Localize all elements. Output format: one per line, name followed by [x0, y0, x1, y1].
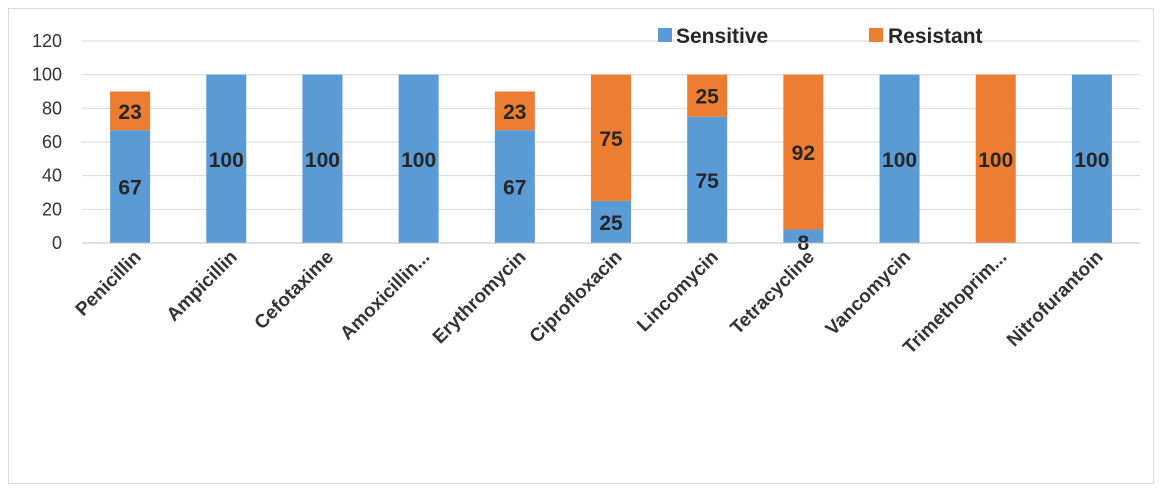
- y-tick-label: 120: [32, 31, 62, 51]
- y-tick-label: 40: [42, 166, 62, 186]
- x-category-label: Trimethoprim...: [899, 247, 1011, 359]
- x-category-label: Erythromycin: [429, 247, 530, 348]
- data-label-sensitive: 100: [401, 149, 436, 172]
- data-label-sensitive: 100: [209, 149, 244, 172]
- data-label-sensitive: 25: [599, 212, 623, 235]
- data-label-resistant: 23: [503, 101, 526, 124]
- bar-sensitive: [1071, 74, 1112, 244]
- y-tick-label: 0: [52, 233, 62, 253]
- bar-resistant: [783, 74, 824, 230]
- x-category-label: Lincomycin: [633, 247, 723, 337]
- data-label-resistant: 25: [696, 86, 720, 109]
- bar-sensitive: [398, 74, 439, 244]
- chart-frame: [8, 8, 1154, 484]
- x-category-label: Penicillin: [72, 247, 146, 321]
- x-category-label: Vancomycin: [822, 247, 915, 340]
- bar-sensitive: [110, 130, 151, 243]
- bar-resistant: [591, 74, 631, 201]
- data-label-resistant: 100: [978, 149, 1013, 172]
- y-tick-label: 60: [42, 132, 62, 152]
- x-category-label: Cefotaxime: [251, 247, 338, 334]
- bar-sensitive: [206, 74, 247, 244]
- x-category-label: Nitrofurantoin: [1003, 247, 1107, 351]
- data-label-sensitive: 100: [305, 149, 340, 172]
- bar-resistant: [975, 74, 1016, 244]
- x-category-label: Ampicillin: [163, 247, 242, 326]
- bar-sensitive: [494, 130, 535, 243]
- bar-sensitive: [879, 74, 920, 244]
- data-label-resistant: 92: [792, 142, 815, 165]
- data-label-resistant: 23: [118, 101, 141, 124]
- legend-label-resistant: Resistant: [888, 25, 983, 48]
- legend-label-sensitive: Sensitive: [676, 25, 768, 48]
- bar-resistant: [110, 91, 151, 131]
- y-tick-label: 80: [42, 98, 62, 118]
- legend-swatch-sensitive: [658, 28, 672, 42]
- data-label-resistant: 75: [599, 128, 623, 151]
- data-label-sensitive: 100: [882, 149, 917, 172]
- y-tick-label: 100: [32, 65, 62, 85]
- data-label-sensitive: 100: [1074, 149, 1109, 172]
- bar-resistant: [494, 91, 535, 131]
- data-label-sensitive: 67: [503, 177, 526, 200]
- y-tick-label: 20: [42, 199, 62, 219]
- bar-sensitive: [591, 200, 631, 243]
- bar-sensitive: [687, 116, 728, 243]
- bar-sensitive: [783, 229, 824, 243]
- x-category-label: Amoxicillin...: [336, 247, 434, 345]
- x-category-label: Ciprofloxacin: [526, 247, 627, 348]
- bar-sensitive: [302, 74, 343, 244]
- bar-resistant: [687, 74, 728, 117]
- data-label-sensitive: 67: [118, 177, 141, 200]
- data-label-sensitive: 75: [696, 170, 720, 193]
- legend-swatch-resistant: [869, 28, 883, 42]
- x-category-label: Tetracycline: [727, 247, 819, 339]
